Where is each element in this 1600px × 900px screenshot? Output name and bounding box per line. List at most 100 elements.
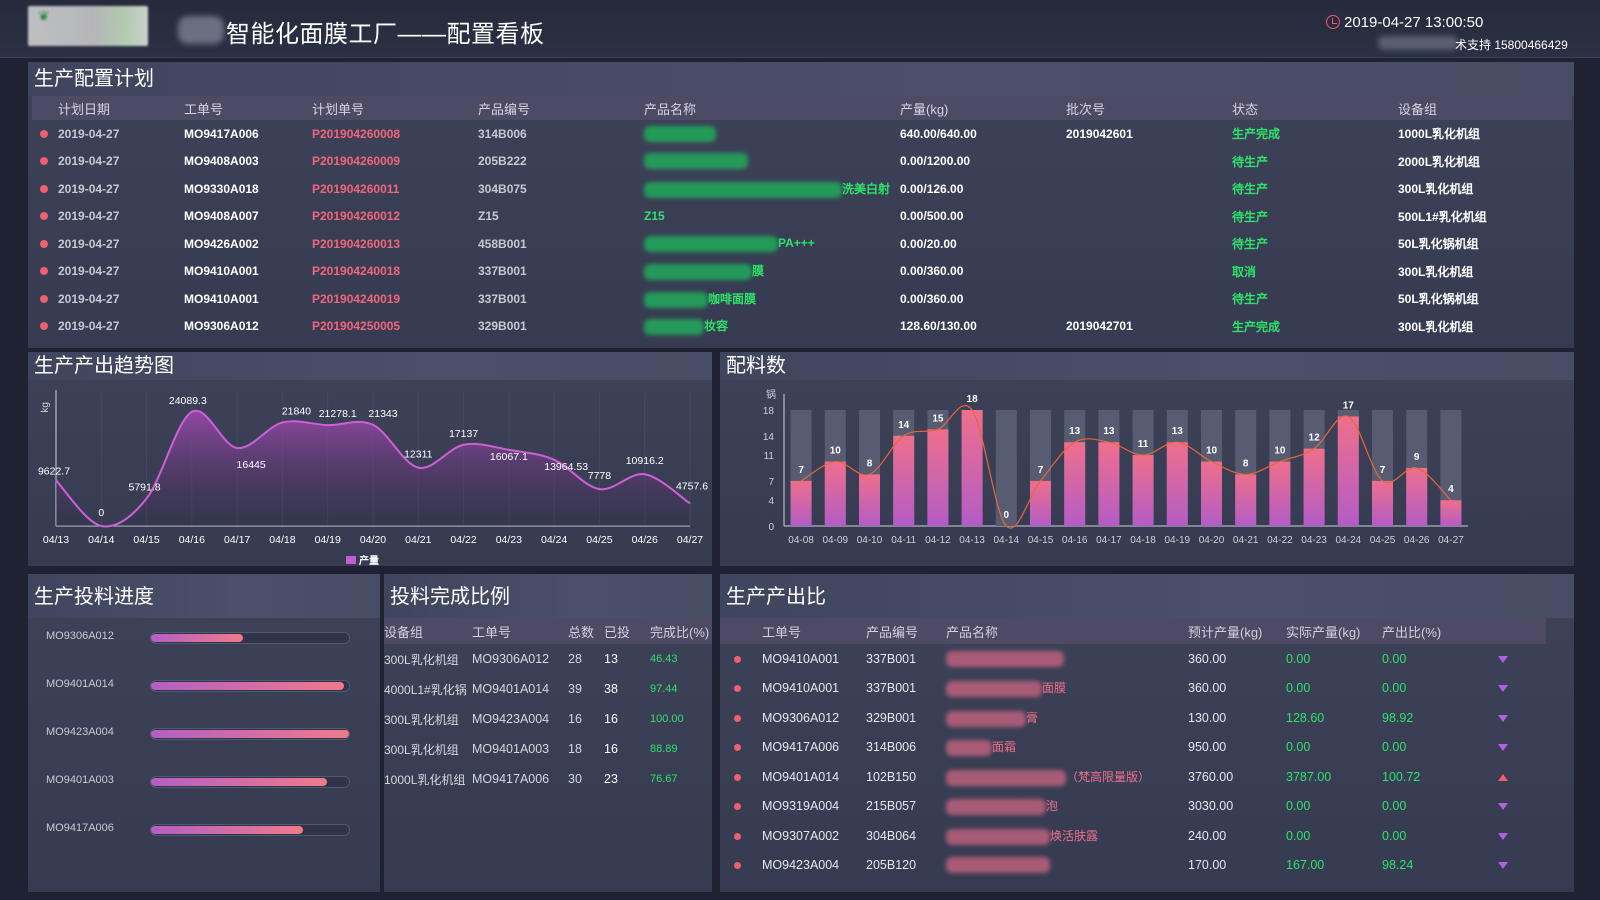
order-no: MO9410A001 xyxy=(762,681,840,696)
data-label: 13964.53 xyxy=(544,461,588,473)
data-label: 7 xyxy=(1038,465,1044,476)
col-header[interactable]: 实际产量(kg) xyxy=(1286,618,1382,644)
table-row[interactable]: MO9306A012 329B001 膏 130.00 128.60 98.92 xyxy=(720,703,1546,733)
table-row[interactable]: MO9410A001 337B001 360.00 0.00 0.00 xyxy=(720,644,1546,674)
status-dot xyxy=(720,733,762,763)
col-header[interactable]: 产品编号 xyxy=(866,618,946,644)
table-row[interactable]: MO9307A002 304B064 焕活肤露 240.00 0.00 0.00 xyxy=(720,821,1546,851)
trend-indicator xyxy=(1498,674,1546,704)
col-header[interactable]: 总数 xyxy=(568,618,604,644)
col-header[interactable]: 工单号 xyxy=(184,96,312,120)
col-header[interactable]: 计划日期 xyxy=(58,96,184,120)
col-header[interactable]: 计划单号 xyxy=(312,96,478,120)
device-group: 300L乳化机组 xyxy=(384,712,459,727)
bar[interactable] xyxy=(1303,448,1325,526)
col-header[interactable]: 已投 xyxy=(604,618,650,644)
col-header[interactable]: 预计产量(kg) xyxy=(1188,618,1286,644)
ratio-title: 投料完成比例 xyxy=(384,574,712,618)
table-row[interactable]: 2019-04-27 MO9408A007 P201904260012 Z15 Z15 0… xyxy=(32,203,1572,231)
bar[interactable] xyxy=(927,429,949,526)
table-row[interactable]: 1000L乳化机组 MO9417A006 30 23 76.67 xyxy=(384,764,712,794)
x-tick-label: 04/27 xyxy=(677,534,703,546)
table-row[interactable]: MO9319A004 215B057 泡 3030.00 0.00 0.00 xyxy=(720,792,1546,822)
device-group: 300L乳化机组 xyxy=(1398,264,1474,279)
bar[interactable] xyxy=(1064,442,1086,526)
data-label: 7778 xyxy=(588,470,612,482)
table-row[interactable]: 2019-04-27 MO9330A018 P201904260011 304B075… xyxy=(32,175,1572,203)
plan-no: P201904260008 xyxy=(312,126,401,141)
y-tick-label: 0 xyxy=(768,522,774,533)
col-header[interactable]: 完成比(%) xyxy=(650,618,712,644)
batch-no xyxy=(1066,203,1232,231)
redacted-name xyxy=(644,181,842,198)
bar[interactable] xyxy=(1440,500,1462,526)
col-header[interactable]: 产品名称 xyxy=(946,618,1188,644)
status-dot xyxy=(32,120,58,148)
plan-date: 2019-04-27 xyxy=(58,319,120,334)
bar[interactable] xyxy=(1337,416,1359,526)
bar[interactable] xyxy=(790,480,812,526)
planned-output: 3030.00 xyxy=(1188,799,1234,814)
table-row[interactable]: MO9401A014 102B150 （梵高限量版） 3760.00 3787.00 10… xyxy=(720,762,1546,792)
table-row[interactable]: 300L乳化机组 MO9423A004 16 16 100.00 xyxy=(384,704,712,734)
batch-chart: 锅 0 4 7 11 14 18 04-08 04-09 04-10 04-11 04-12 04-13… xyxy=(763,389,1468,546)
total-count: 18 xyxy=(568,742,582,756)
ratio-header-row: 设备组 工单号 总数 已投 完成比(%) xyxy=(384,618,712,644)
bar[interactable] xyxy=(1098,442,1120,526)
table-row[interactable]: MO9423A004 205B120 170.00 167.00 98.24 xyxy=(720,851,1546,881)
bar[interactable] xyxy=(1201,461,1222,526)
bar[interactable] xyxy=(1235,474,1257,526)
bar[interactable] xyxy=(1372,480,1393,526)
col-header[interactable]: 产品名称 xyxy=(644,96,900,120)
table-row[interactable]: MO9417A006 314B006 面霜 950.00 0.00 0.00 xyxy=(720,733,1546,763)
plan-no: P201904260009 xyxy=(312,154,401,169)
actual-output: 0.00 xyxy=(1286,740,1311,755)
table-row[interactable]: 2019-04-27 MO9306A012 P201904250005 329B001… xyxy=(32,313,1572,341)
bar[interactable] xyxy=(859,474,880,526)
table-row[interactable]: 2019-04-27 MO9410A001 P201904240019 337B001… xyxy=(32,285,1572,313)
order-no: MO9417A006 xyxy=(762,740,840,755)
data-label: 7 xyxy=(1380,465,1386,476)
total-count: 30 xyxy=(568,772,582,786)
product-code: 205B222 xyxy=(478,154,527,169)
bar[interactable] xyxy=(1406,468,1428,526)
table-row[interactable]: 2019-04-27 MO9417A006 P201904260008 314B006… xyxy=(32,120,1572,148)
col-header[interactable]: 产量(kg) xyxy=(900,96,1066,120)
table-row[interactable]: MO9410A001 337B001 面膜 360.00 0.00 0.00 xyxy=(720,674,1546,704)
trend-line xyxy=(800,404,1452,529)
bar[interactable] xyxy=(893,435,915,526)
data-label: 21278.1 xyxy=(319,408,357,420)
bar[interactable] xyxy=(1269,461,1291,526)
quantity: 0.00/360.00 xyxy=(900,291,964,306)
col-header[interactable]: 产出比(%) xyxy=(1382,618,1498,644)
table-row[interactable]: 2019-04-27 MO9410A001 P201904240018 337B001… xyxy=(32,258,1572,286)
bar[interactable] xyxy=(1166,442,1188,526)
x-tick-label: 04-18 xyxy=(1130,535,1156,546)
bar[interactable] xyxy=(824,461,846,526)
x-tick-label: 04/13 xyxy=(43,534,69,546)
trend-title: 生产产出趋势图 xyxy=(28,352,712,380)
table-row[interactable]: 300L乳化机组 MO9401A003 18 16 88.89 xyxy=(384,734,712,764)
table-row[interactable]: 300L乳化机组 MO9306A012 28 13 46.43 xyxy=(384,644,712,674)
col-header[interactable]: 设备组 xyxy=(1398,96,1572,120)
col-header[interactable]: 产品编号 xyxy=(478,96,644,120)
col-header[interactable]: 批次号 xyxy=(1066,96,1232,120)
table-row[interactable]: 4000L1#乳化锅 MO9401A014 39 38 97.44 xyxy=(384,674,712,704)
col-header[interactable]: 工单号 xyxy=(472,618,568,644)
product-name: 泡 xyxy=(946,792,1188,822)
table-row[interactable]: 2019-04-27 MO9426A002 P201904260013 458B001… xyxy=(32,230,1572,258)
col-header[interactable]: 设备组 xyxy=(384,618,472,644)
bar[interactable] xyxy=(1030,480,1051,526)
total-count: 16 xyxy=(568,712,582,726)
progress-track xyxy=(150,632,350,644)
bar[interactable] xyxy=(961,410,983,526)
product-name: 膏 xyxy=(946,703,1188,733)
col-header[interactable]: 状态 xyxy=(1232,96,1398,120)
table-row[interactable]: 2019-04-27 MO9408A003 P201904260009 205B222… xyxy=(32,148,1572,176)
bar[interactable] xyxy=(1132,455,1154,526)
plan-no: P201904260012 xyxy=(312,209,401,224)
redacted-name xyxy=(946,799,1046,816)
data-label: 18 xyxy=(967,394,979,405)
col-header[interactable]: 工单号 xyxy=(762,618,866,644)
x-tick-label: 04/24 xyxy=(541,534,567,546)
